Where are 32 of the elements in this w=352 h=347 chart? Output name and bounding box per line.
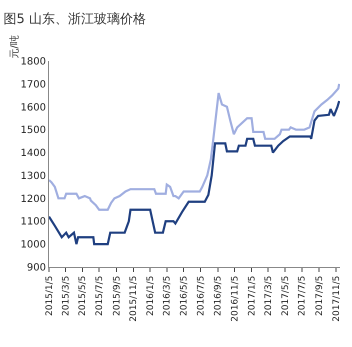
x-tick-label: 2017/1/5: [248, 276, 258, 316]
y-tick-label: 1600: [20, 102, 46, 114]
x-tick-label: 2016/9/5: [214, 276, 224, 316]
x-tick-label: 2016/11/5: [230, 276, 241, 322]
y-tick-label: 1800: [20, 56, 46, 68]
y-tick-label: 1700: [20, 79, 46, 90]
x-tick-label: 2017/9/5: [314, 276, 325, 316]
y-tick-label: 1300: [20, 170, 46, 182]
x-tick-label: 2015/7/5: [95, 276, 106, 316]
x-tick-label: 2016/5/5: [180, 276, 190, 316]
x-tick-label: 2015/3/5: [61, 276, 72, 316]
x-tick-label: 2017/5/5: [280, 276, 291, 316]
chart-title: 图5 山东、浙江玻璃价格: [4, 12, 146, 27]
y-tick-label: 1500: [20, 125, 46, 136]
y-tick-label: 1400: [20, 148, 46, 160]
line-series: [49, 82, 340, 211]
x-tick-label: 2017/7/5: [298, 276, 308, 316]
x-tick-label: 2015/9/5: [112, 276, 122, 316]
line-series: [49, 100, 340, 246]
x-tick-label: 2015/11/5: [129, 276, 140, 322]
x-tick-label: 2015/1/5: [44, 276, 55, 316]
y-tick-label: 1200: [20, 194, 46, 205]
y-tick-label: 1100: [20, 216, 46, 228]
y-axis-title: 元/吨: [8, 35, 21, 59]
x-tick-label: 2017/3/5: [264, 276, 274, 316]
x-tick-label: 2016/3/5: [162, 276, 173, 316]
x-tick-label: 2017/11/5: [332, 276, 342, 322]
y-tick-label: 900: [26, 262, 46, 274]
x-tick-label: 2016/7/5: [196, 276, 207, 316]
y-tick-label: 1000: [20, 240, 46, 251]
x-tick-label: 2016/1/5: [146, 276, 156, 316]
x-tick-label: 2015/5/5: [78, 276, 88, 316]
